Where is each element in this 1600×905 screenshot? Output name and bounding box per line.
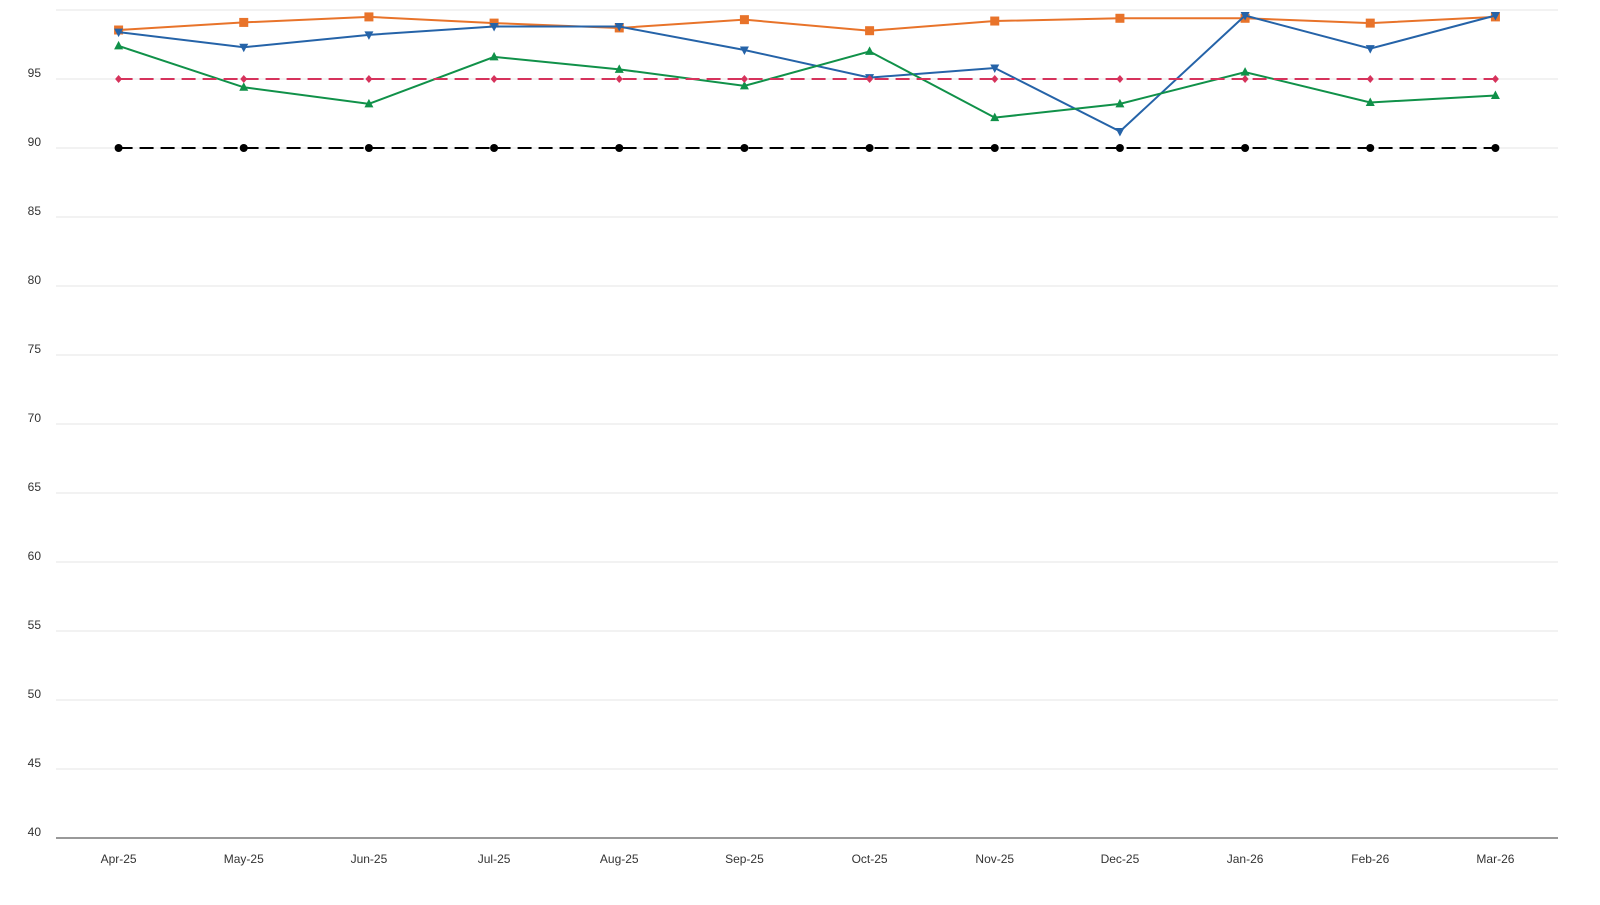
marker [1240,12,1250,21]
x-tick-label: Sep-25 [725,852,764,866]
marker [239,43,249,53]
y-tick-label: 50 [28,687,42,701]
x-tick-label: Nov-25 [975,852,1014,866]
marker [490,75,498,83]
marker [489,23,499,32]
marker [1115,144,1124,152]
y-tick-label: 55 [28,618,42,632]
marker [990,112,1000,122]
series-line [118,14,1496,133]
series-line [118,15,1496,32]
marker [739,46,749,56]
marker [1240,67,1250,76]
marker [615,75,623,83]
marker [1491,75,1499,83]
x-tick-label: Mar-26 [1476,852,1514,866]
marker [1365,97,1375,106]
marker [114,40,124,50]
marker [865,144,874,152]
y-tick-label: 90 [28,135,42,149]
marker [1366,75,1374,83]
x-tick-label: Jun-25 [351,852,388,866]
marker [1115,98,1125,108]
marker [490,144,499,152]
marker [991,75,999,83]
marker [1490,12,1500,21]
y-tick-label: 65 [28,480,42,494]
series-line [118,44,1496,119]
marker [739,15,749,25]
marker [114,144,123,152]
marker [1241,144,1250,152]
marker [1490,90,1500,100]
marker [740,75,748,83]
marker [1115,127,1125,137]
y-tick-label: 80 [28,273,42,287]
marker [115,75,123,83]
marker [740,144,749,152]
y-tick-label: 60 [28,549,42,563]
marker [1365,45,1375,54]
marker [739,80,749,90]
y-tick-label: 40 [28,825,42,839]
marker [615,144,624,152]
y-tick-label: 85 [28,204,42,218]
x-tick-label: Aug-25 [600,852,639,866]
x-tick-label: Dec-25 [1101,852,1140,866]
y-tick-label: 95 [28,66,42,80]
x-tick-label: Jul-25 [478,852,511,866]
marker [1116,75,1124,83]
x-tick-label: Jan-26 [1227,852,1264,866]
marker [1241,75,1249,83]
y-tick-label: 45 [28,756,42,770]
marker [1365,18,1375,28]
marker [364,98,374,108]
y-tick-label: 75 [28,342,42,356]
marker [239,144,248,152]
marker [365,75,373,83]
marker [865,26,875,36]
marker [865,46,875,55]
marker [364,144,373,152]
marker [364,31,374,40]
marker [614,64,624,73]
x-tick-label: Oct-25 [852,852,888,866]
marker [239,17,249,27]
marker [239,82,249,91]
x-tick-label: May-25 [224,852,264,866]
marker [1366,144,1375,152]
marker [614,23,624,32]
marker [990,16,1000,26]
x-tick-label: Feb-26 [1351,852,1389,866]
marker [1491,144,1500,152]
marker [1115,13,1125,23]
marker [240,75,248,83]
marker [990,144,999,152]
y-tick-label: 70 [28,411,42,425]
x-tick-label: Apr-25 [101,852,137,866]
marker [866,75,874,83]
marker [114,28,124,38]
marker [489,51,499,61]
marker [990,64,1000,73]
marker [364,12,374,22]
